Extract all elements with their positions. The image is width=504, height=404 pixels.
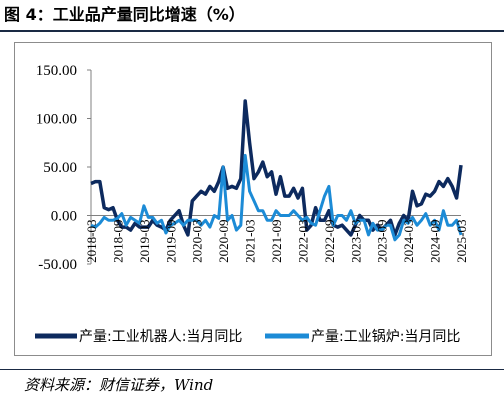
x-tick-label: 2023-03 [348,220,363,263]
line-chart: 150.00 100.00 50.00 0.00 -50.00 2018-03 2018-0… [35,63,469,345]
x-tick-label: 2018-09 [110,220,125,263]
series-line-1 [90,99,463,237]
x-tick-label: 2020-03 [190,220,205,263]
x-tick-label: 2021-09 [269,220,284,263]
figure-title: 图 4：工业品产量同比增速（%） [4,5,245,24]
chart-frame: 150.00 100.00 50.00 0.00 -50.00 2018-03 2018-0… [14,42,492,356]
y-tick-label: 0.00 [51,209,77,225]
title-divider [0,30,504,32]
x-tick-label: 2019-09 [163,220,178,263]
y-tick-label: -50.00 [38,257,77,273]
source-note: 资料来源：财信证券，Wind [24,376,214,394]
x-tick-label: 2018-03 [84,220,99,263]
x-tick-label: 2020-09 [216,220,231,263]
x-tick-label: 2022-03 [295,220,310,263]
legend-label-1: 产量:工业机器人:当月同比 [79,329,242,345]
legend-label-2: 产量:工业锅炉:当月同比 [311,329,460,345]
x-tick-label: 2024-03 [401,220,416,263]
x-tick-label: 2021-03 [243,219,258,262]
y-tick-label: 50.00 [43,160,77,176]
x-tick-label: 2019-03 [137,220,152,263]
source-divider [0,369,504,370]
x-tick-label: 2024-09 [428,220,443,263]
x-tick-label: 2022-09 [322,220,337,263]
y-tick-label: 100.00 [36,112,77,128]
x-tick-label: 2025-03 [454,220,469,263]
y-tick-label: 150.00 [36,63,77,79]
series-line-2 [90,153,463,242]
x-tick-label: 2023-09 [375,220,390,263]
